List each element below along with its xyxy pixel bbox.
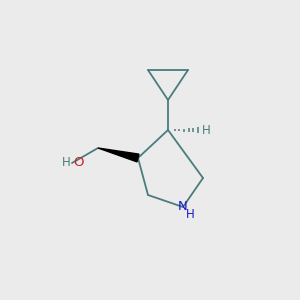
Text: H: H: [202, 124, 211, 136]
Text: H: H: [186, 208, 194, 220]
Text: H: H: [62, 157, 71, 169]
Polygon shape: [98, 148, 139, 162]
Text: O: O: [73, 157, 83, 169]
Text: N: N: [178, 200, 188, 214]
